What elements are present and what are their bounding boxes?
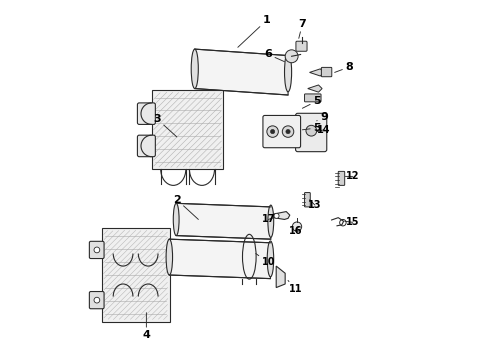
FancyBboxPatch shape [89, 241, 104, 258]
Polygon shape [195, 49, 288, 95]
Text: 13: 13 [308, 200, 321, 210]
FancyBboxPatch shape [101, 228, 170, 321]
FancyBboxPatch shape [263, 116, 300, 148]
Text: 16: 16 [289, 226, 302, 236]
Circle shape [286, 130, 290, 134]
Circle shape [270, 130, 275, 134]
Text: 12: 12 [345, 171, 359, 181]
Polygon shape [176, 203, 271, 239]
Text: 5: 5 [302, 96, 320, 108]
Polygon shape [310, 69, 324, 76]
Circle shape [285, 50, 298, 63]
Text: 7: 7 [298, 19, 306, 39]
Text: 9: 9 [317, 112, 328, 122]
Circle shape [94, 247, 100, 253]
Ellipse shape [268, 205, 274, 237]
Ellipse shape [191, 49, 198, 89]
Circle shape [306, 125, 317, 136]
Text: 10: 10 [256, 253, 275, 267]
Circle shape [282, 126, 294, 137]
Text: 5: 5 [302, 123, 320, 133]
Text: 11: 11 [288, 280, 302, 294]
Ellipse shape [173, 203, 179, 235]
Ellipse shape [267, 241, 274, 277]
Text: 3: 3 [153, 114, 177, 137]
Polygon shape [276, 266, 285, 288]
Text: 1: 1 [238, 15, 270, 47]
FancyBboxPatch shape [338, 171, 344, 185]
FancyBboxPatch shape [304, 94, 321, 102]
Ellipse shape [285, 52, 292, 92]
FancyBboxPatch shape [295, 113, 327, 152]
FancyBboxPatch shape [152, 90, 223, 169]
Text: 6: 6 [265, 49, 285, 62]
Text: 17: 17 [262, 215, 275, 224]
Text: 15: 15 [344, 217, 359, 227]
Polygon shape [274, 212, 290, 220]
Text: 4: 4 [143, 313, 150, 340]
FancyBboxPatch shape [137, 103, 155, 125]
FancyBboxPatch shape [304, 193, 310, 207]
Polygon shape [170, 239, 270, 279]
FancyBboxPatch shape [321, 67, 332, 77]
FancyBboxPatch shape [137, 135, 155, 157]
Circle shape [94, 297, 100, 303]
Circle shape [293, 222, 302, 231]
FancyBboxPatch shape [296, 41, 307, 51]
Text: 14: 14 [317, 125, 331, 135]
Text: 8: 8 [335, 62, 353, 72]
Circle shape [267, 126, 278, 137]
Circle shape [274, 213, 279, 219]
Ellipse shape [166, 239, 172, 275]
FancyBboxPatch shape [89, 292, 104, 309]
Text: 2: 2 [173, 195, 198, 220]
Polygon shape [308, 85, 322, 92]
